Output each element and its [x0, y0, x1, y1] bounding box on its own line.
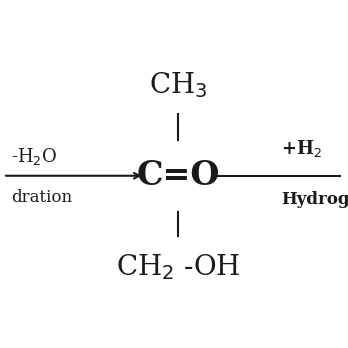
Text: C=O: C=O: [137, 159, 220, 192]
Text: +H$_2$: +H$_2$: [281, 139, 322, 159]
Text: CH$_3$: CH$_3$: [149, 70, 208, 100]
Text: -H$_2$O: -H$_2$O: [11, 147, 57, 167]
Text: dration: dration: [11, 189, 72, 206]
Text: CH$_2$ -OH: CH$_2$ -OH: [116, 252, 240, 282]
Text: Hydrogen: Hydrogen: [281, 191, 348, 208]
